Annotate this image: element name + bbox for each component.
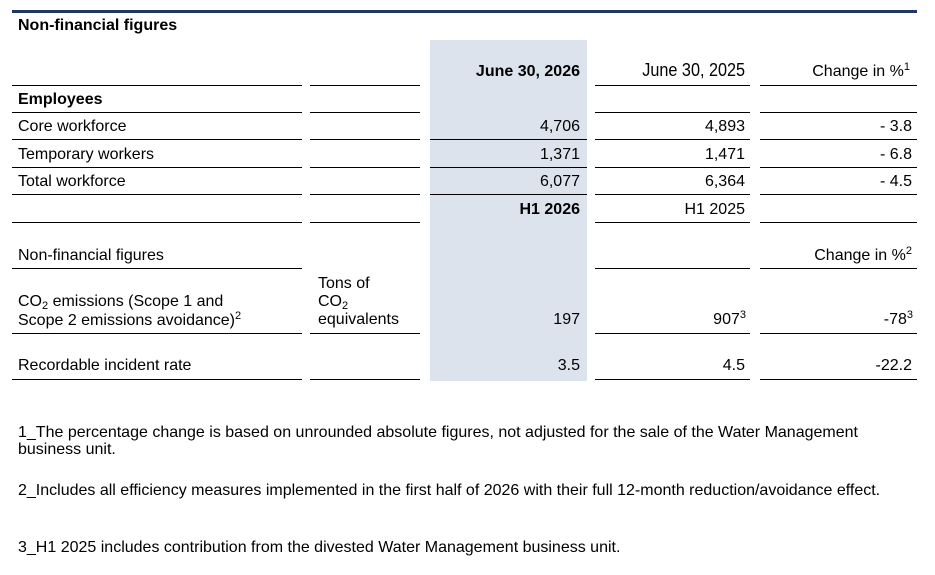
footnote-1: 1_The percentage change is based on unro… — [18, 424, 858, 458]
rule — [12, 85, 302, 86]
section-non-financial-figures: Non-financial figures — [18, 247, 164, 264]
row-label-temporary-workers: Temporary workers — [18, 146, 155, 163]
rule — [310, 139, 420, 140]
rule — [310, 85, 420, 86]
incident-rate-2026: 3.5 — [557, 357, 580, 374]
rule — [12, 222, 302, 223]
rule — [760, 85, 917, 86]
core-workforce-2025: 4,893 — [704, 118, 745, 135]
row-label-core-workforce: Core workforce — [18, 118, 127, 135]
rule — [12, 167, 302, 168]
rule — [760, 379, 917, 380]
rule — [310, 167, 420, 168]
rule — [595, 139, 750, 140]
row-label-total-workforce: Total workforce — [18, 173, 126, 190]
rule — [760, 222, 917, 223]
rule — [12, 379, 302, 380]
row-label-co2-emissions: CO2 emissions (Scope 1 and Scope 2 emiss… — [18, 293, 242, 329]
header-june-2025: June 30, 2025 — [642, 60, 745, 80]
rule — [595, 85, 750, 86]
total-workforce-2026: 6,077 — [539, 173, 580, 190]
rule — [595, 333, 750, 334]
rule — [595, 194, 750, 195]
core-workforce-2026: 4,706 — [539, 118, 580, 135]
rule — [595, 268, 750, 269]
incident-rate-change: -22.2 — [875, 357, 912, 374]
rule — [310, 222, 420, 223]
footnote-2: 2_Includes all efficiency measures imple… — [18, 482, 881, 499]
rule — [12, 268, 302, 269]
co2-emissions-2026: 197 — [553, 311, 580, 328]
top-rule — [12, 10, 917, 13]
rule — [760, 268, 917, 269]
total-workforce-2025: 6,364 — [704, 173, 745, 190]
incident-rate-2025: 4.5 — [722, 357, 745, 374]
rule — [760, 194, 917, 195]
total-workforce-change: - 4.5 — [879, 173, 912, 190]
core-workforce-change: - 3.8 — [879, 118, 912, 135]
rule — [310, 194, 420, 195]
rule — [430, 139, 587, 140]
rule — [760, 112, 917, 113]
rule — [430, 194, 587, 195]
rule — [310, 379, 420, 380]
rule — [760, 333, 917, 334]
co2-unit: Tons of CO2 equivalents — [318, 275, 399, 328]
temporary-workers-change: - 6.8 — [879, 146, 912, 163]
rule — [12, 194, 302, 195]
temporary-workers-2025: 1,471 — [704, 146, 745, 163]
rule — [12, 112, 302, 113]
header-june-2026: June 30, 2026 — [475, 63, 580, 80]
footnote-3: 3_H1 2025 includes contribution from the… — [18, 539, 621, 556]
rule — [595, 222, 750, 223]
rule — [760, 167, 917, 168]
rule — [430, 167, 587, 168]
row-label-recordable-incident-rate: Recordable incident rate — [18, 357, 192, 374]
rule — [310, 333, 420, 334]
header-change-percent: Change in %1 — [812, 61, 910, 81]
period-h1-2025: H1 2025 — [684, 201, 746, 218]
current-period-column-shade — [430, 40, 587, 381]
rule — [595, 112, 750, 113]
rule — [12, 139, 302, 140]
change-header-2: Change in %2 — [814, 245, 912, 265]
rule — [595, 379, 750, 380]
co2-emissions-2025: 9073 — [713, 309, 746, 329]
section-employees: Employees — [18, 91, 103, 108]
co2-emissions-change: -783 — [883, 309, 913, 329]
period-h1-2026: H1 2026 — [519, 201, 581, 218]
rule — [310, 112, 420, 113]
temporary-workers-2026: 1,371 — [539, 146, 580, 163]
rule — [595, 167, 750, 168]
table-title: Non-financial figures — [18, 17, 178, 34]
rule — [760, 139, 917, 140]
rule — [12, 333, 302, 334]
